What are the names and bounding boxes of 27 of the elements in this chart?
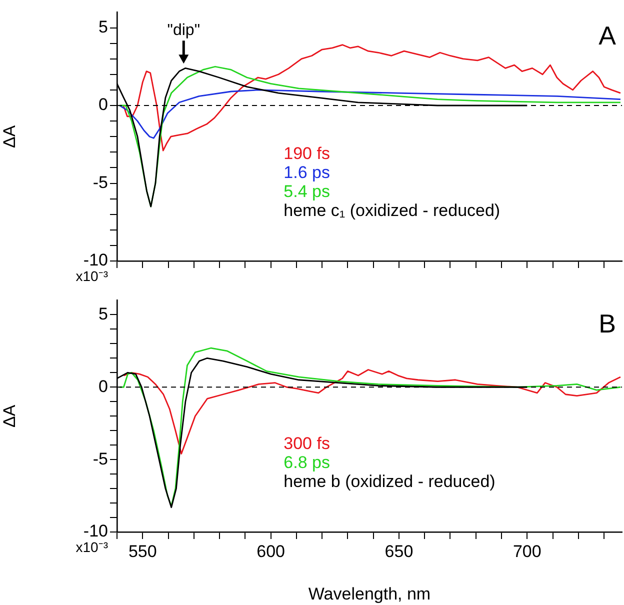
annotation: A — [598, 20, 617, 50]
text: x10⁻³ — [76, 268, 108, 284]
y-axis-title: ΔA — [0, 404, 19, 428]
x-axis-title: Wavelength, nm — [308, 584, 431, 604]
x-tick-label: 600 — [256, 542, 285, 561]
x-tick-label: 650 — [384, 542, 414, 561]
text: heme c₁ (oxidized - reduced) — [284, 201, 500, 220]
text: 1.6 ps — [284, 163, 330, 182]
y-tick-label: -10 — [83, 522, 108, 541]
text: 190 fs — [284, 144, 330, 163]
y-axis-title: ΔA — [0, 124, 19, 148]
text: x10⁻³ — [76, 538, 108, 555]
y-tick-label: 0 — [98, 95, 108, 114]
y-tick-label: -10 — [83, 250, 108, 270]
y-tick-label: 5 — [98, 17, 108, 36]
text: 5.4 ps — [284, 182, 330, 201]
annotation: "dip" — [167, 22, 200, 40]
text: 300 fs — [284, 434, 330, 453]
y-tick-label: 5 — [98, 304, 108, 324]
y-tick-label: 0 — [98, 376, 108, 396]
y-tick-label: -5 — [92, 449, 108, 468]
x-tick-label: 550 — [128, 542, 157, 561]
text: 6.8 ps — [284, 453, 330, 472]
y-tick-label: -5 — [92, 172, 108, 192]
annotation: B — [598, 308, 616, 338]
x-tick-label: 700 — [512, 542, 542, 561]
text: heme b (oxidized - reduced) — [284, 472, 496, 491]
